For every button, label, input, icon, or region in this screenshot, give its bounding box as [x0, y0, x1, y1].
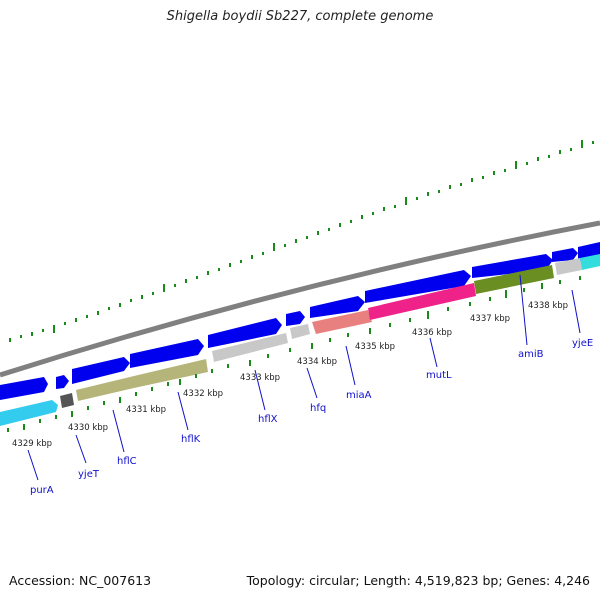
gene-block-amiB [474, 265, 554, 294]
diagram-title: Shigella boydii Sb227, complete genome [166, 9, 434, 24]
tick-label: 4332 kbp [183, 389, 223, 399]
gene-label-hflK: hflK [181, 434, 201, 445]
gene-block-purA [0, 400, 58, 426]
genome-summary-text: Topology: circular; Length: 4,519,823 bp… [246, 573, 590, 588]
tick-label: 4338 kbp [528, 301, 568, 311]
tick-label: 4333 kbp [240, 373, 280, 383]
genome-backbone [0, 220, 600, 378]
outer-tick-ring [9, 140, 594, 342]
gene-label-purA: purA [30, 485, 54, 496]
tick-label: 4337 kbp [470, 314, 510, 324]
gene-label-yjeT: yjeT [78, 469, 100, 480]
reverse-strand-genes [0, 254, 600, 426]
gene-block-hflC [76, 376, 134, 401]
tick-label: 4335 kbp [355, 342, 395, 352]
tick-label: 4330 kbp [68, 423, 108, 433]
gene-label-amiB: amiB [518, 349, 544, 360]
gene-label-hflC: hflC [117, 456, 137, 467]
gene-block-next [580, 254, 600, 270]
tick-label: 4331 kbp [126, 405, 166, 415]
tick-label: 4336 kbp [412, 328, 452, 338]
gene-block-yjeT [60, 393, 74, 408]
kbp-labels: 4329 kbp 4330 kbp 4331 kbp 4332 kbp 4333… [12, 301, 568, 449]
forward-strand-genes [0, 242, 600, 400]
gene-block-mutL [368, 283, 476, 320]
gene-label-miaA: miaA [346, 390, 372, 401]
gene-block-hflK [134, 359, 208, 388]
gene-label-yjeE: yjeE [572, 338, 593, 349]
tick-label: 4329 kbp [12, 439, 52, 449]
tick-label: 4334 kbp [297, 357, 337, 367]
gene-label-mutL: mutL [426, 370, 452, 381]
accession-text: Accession: NC_007613 [9, 573, 152, 588]
gene-block-hflX [212, 333, 288, 362]
gene-leader-lines [27, 274, 581, 481]
gene-label-hflX: hflX [258, 414, 278, 425]
gene-block-miaA [312, 310, 372, 334]
gene-label-hfq: hfq [310, 403, 326, 414]
gene-block-yjeE [555, 258, 582, 275]
gene-block-hfq [290, 324, 310, 339]
inner-tick-ring [7, 276, 581, 432]
